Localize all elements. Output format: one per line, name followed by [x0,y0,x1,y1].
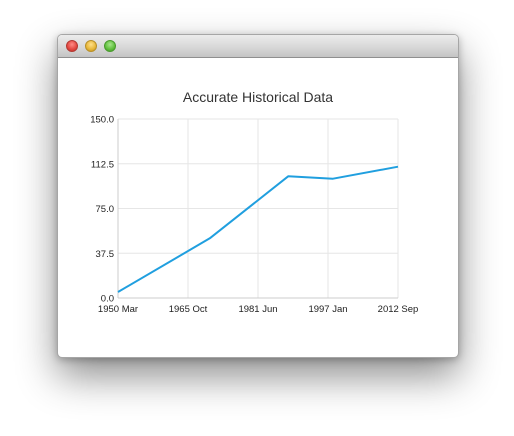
chart-series [117,165,399,293]
y-tick-label: 112.5 [91,159,114,170]
x-tick-label: 1965 Oct [169,304,208,315]
x-tick-label: 1981 Jun [238,304,277,315]
zoom-window-button[interactable] [104,40,116,52]
chart-grid [117,118,399,299]
chart-tick-labels: 1950 Mar 1965 Oct 1981 Jun 1997 Jan 2012 Sep… [90,115,418,316]
x-tick-label: 1950 Mar [98,304,138,315]
y-tick-label: 37.5 [96,249,115,260]
line-chart: Accurate Historical Data 1950 Mar 1965 Oc… [90,89,418,316]
series-line [117,165,399,293]
x-tick-label: 2012 Sep [378,304,419,315]
chart-axes [117,119,398,299]
window-titlebar[interactable] [58,35,458,58]
minimize-window-button[interactable] [85,40,97,52]
y-tick-label: 0.0 [101,294,114,305]
y-tick-label: 150.0 [90,115,114,126]
close-window-button[interactable] [66,40,78,52]
app-window: Accurate Historical Data 1950 Mar 1965 Oc… [57,34,459,358]
y-tick-label: 75.0 [96,204,115,215]
chart-title: Accurate Historical Data [183,89,333,105]
x-tick-label: 1997 Jan [308,304,347,315]
